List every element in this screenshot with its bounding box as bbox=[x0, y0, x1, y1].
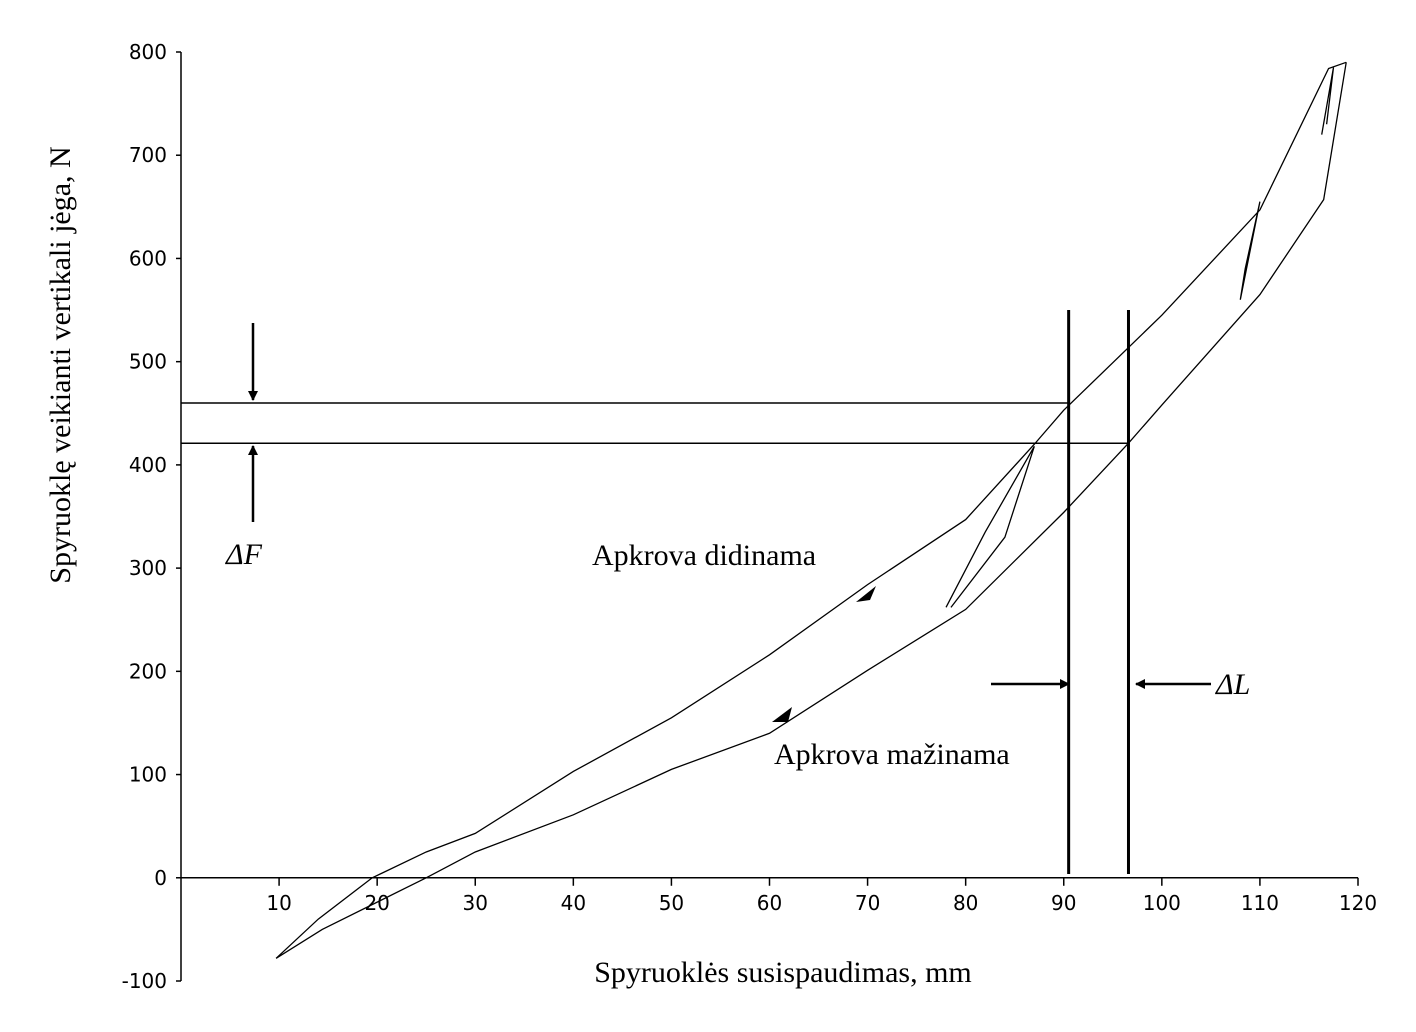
y-tick-label: 200 bbox=[129, 659, 167, 683]
series-line bbox=[275, 62, 1347, 959]
y-tick-label: 0 bbox=[154, 866, 167, 890]
x-tick-label: 60 bbox=[757, 891, 782, 915]
annotation: ΔF bbox=[225, 538, 263, 571]
x-tick-label: 120 bbox=[1339, 891, 1377, 915]
series-line bbox=[1239, 201, 1261, 300]
y-tick-label: -100 bbox=[122, 969, 167, 993]
x-tick-label: 70 bbox=[855, 891, 880, 915]
x-tick-label: 110 bbox=[1241, 891, 1279, 915]
y-tick-label: 600 bbox=[129, 246, 167, 270]
x-tick-label: 30 bbox=[463, 891, 488, 915]
x-axis-label: Spyruoklės susispaudimas, mm bbox=[594, 956, 972, 989]
x-tick-label: 80 bbox=[953, 891, 978, 915]
y-tick-label: 700 bbox=[129, 143, 167, 167]
arrows bbox=[248, 323, 1211, 689]
x-tick-label: 50 bbox=[659, 891, 684, 915]
x-tick-label: 100 bbox=[1143, 891, 1181, 915]
y-tick-label: 500 bbox=[129, 350, 167, 374]
direction-arrow bbox=[856, 586, 876, 602]
direction-arrow bbox=[772, 707, 792, 722]
x-tick-label: 10 bbox=[266, 891, 291, 915]
x-tick-label: 40 bbox=[561, 891, 586, 915]
y-tick-label: 800 bbox=[129, 40, 167, 64]
x-tick-label: 90 bbox=[1051, 891, 1076, 915]
y-axis-label: Spyruoklę veikianti vertikali jėga, N bbox=[44, 146, 77, 583]
series-line bbox=[1321, 67, 1335, 135]
y-tick-label: 100 bbox=[129, 763, 167, 787]
annotation: ΔL bbox=[1215, 668, 1250, 701]
series-line bbox=[945, 445, 1035, 608]
annotation: Apkrova didinama bbox=[592, 539, 816, 572]
annotation: Apkrova mažinama bbox=[774, 738, 1010, 771]
series-line bbox=[275, 61, 1347, 959]
y-tick-label: 400 bbox=[129, 453, 167, 477]
y-tick-label: 300 bbox=[129, 556, 167, 580]
